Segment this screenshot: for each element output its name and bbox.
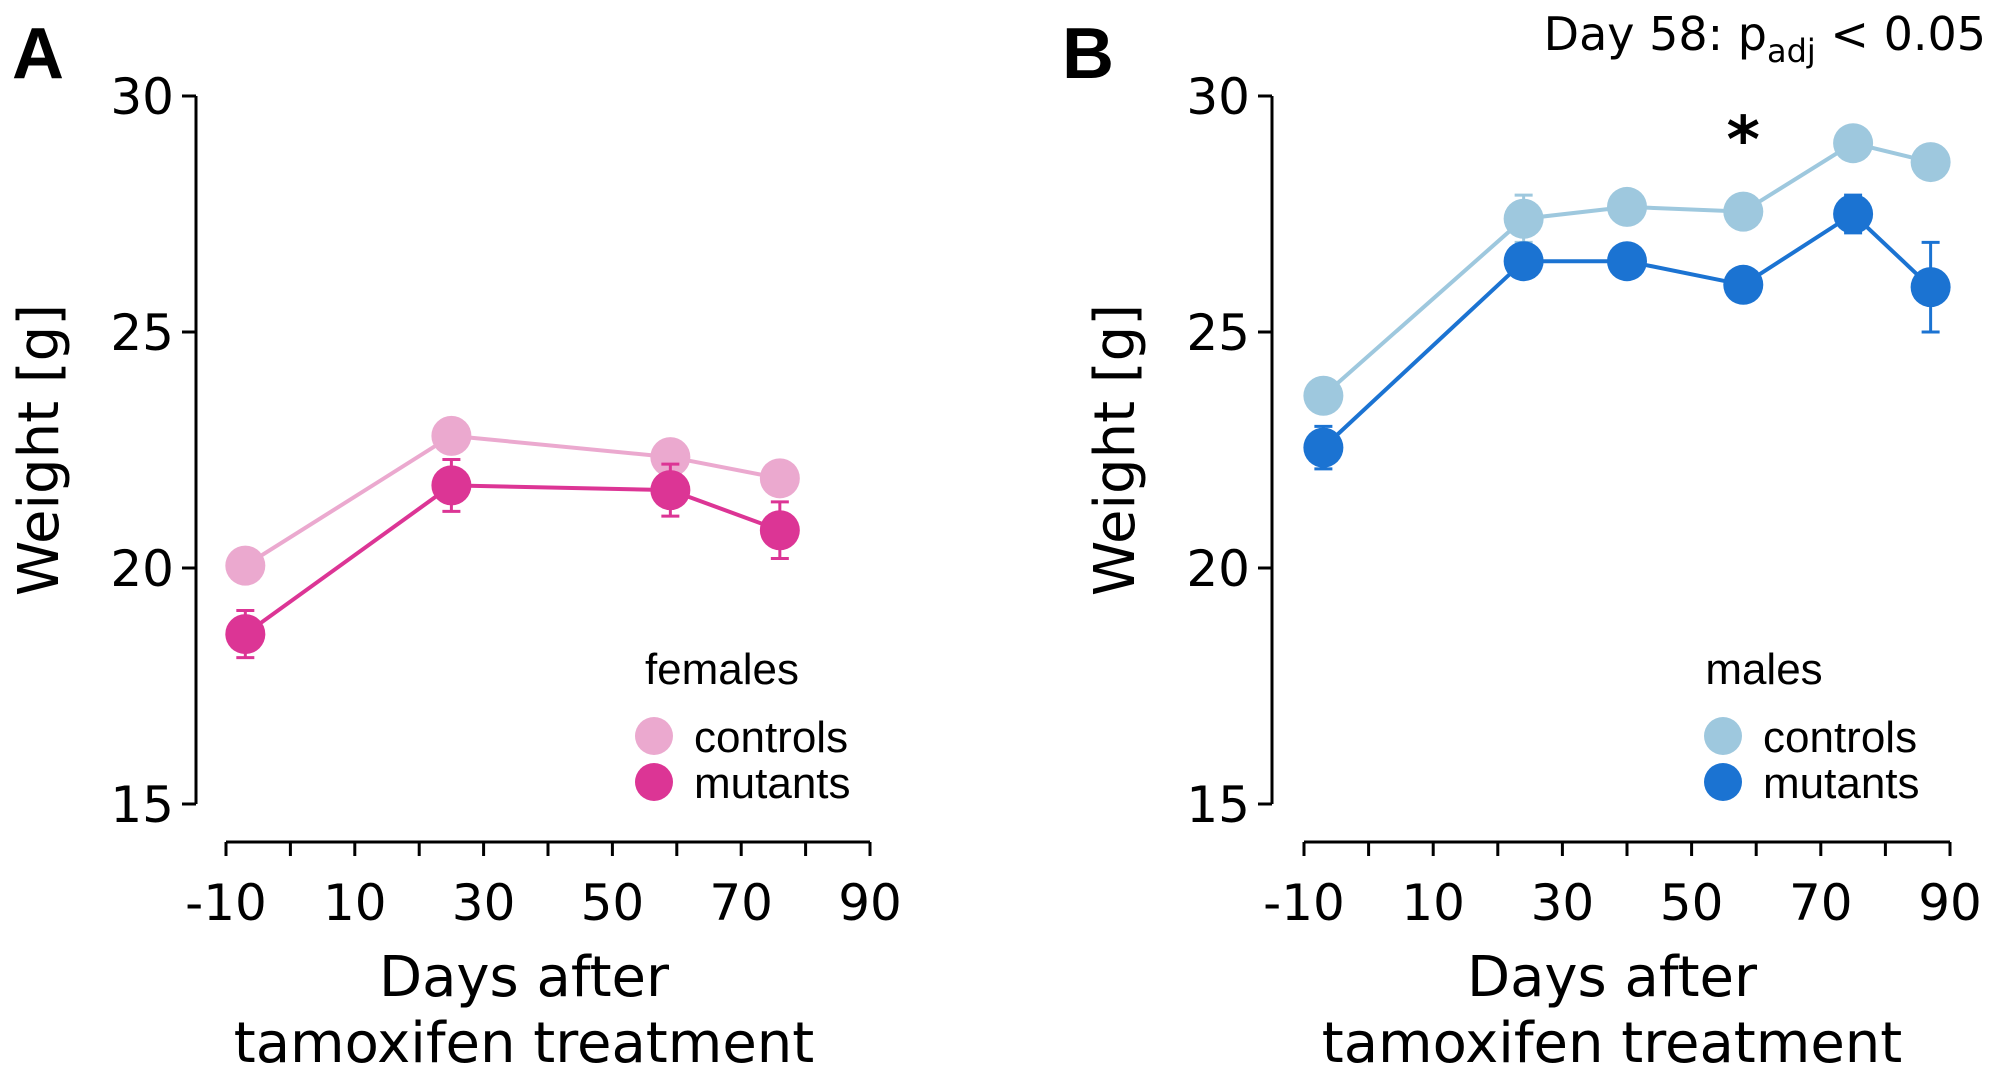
controls-point <box>1303 375 1344 416</box>
controls-point <box>1833 123 1874 164</box>
mutants-point <box>1833 194 1874 234</box>
mutants-line <box>244 483 781 636</box>
controls-point <box>1723 191 1764 232</box>
y-tick-label: 25 <box>1186 304 1250 362</box>
panel-a-y-ticks: 15 20 25 30 <box>110 68 196 834</box>
panel-b: B Day 58: padj < 0.05 15 20 25 30 -10 10 30 50… <box>1062 7 1986 1072</box>
panel-a-legend-marker-controls <box>635 717 673 755</box>
panel-a-legend-marker-mutants <box>635 763 673 801</box>
y-tick-label: 30 <box>1186 68 1250 126</box>
panel-b-legend-marker-mutants <box>1704 763 1742 801</box>
x-tick-label: 70 <box>709 874 773 932</box>
panel-b-legend: males controls mutants <box>1704 645 1920 808</box>
x-tick-label: 90 <box>1918 874 1982 932</box>
mutants-point <box>225 614 266 655</box>
annotation-suffix: < 0.05 <box>1816 7 1986 61</box>
panel-a-legend: females controls mutants <box>635 645 851 808</box>
panel-a-legend-title: females <box>645 645 799 694</box>
controls-point <box>650 437 691 478</box>
panel-b-legend-title: males <box>1705 645 1822 694</box>
x-tick-label: 10 <box>323 874 387 932</box>
panel-a-x-axis-title-line1: Days after <box>379 945 670 1010</box>
panel-b-legend-label-controls: controls <box>1763 713 1917 762</box>
x-tick-label: 70 <box>1789 874 1853 932</box>
x-tick-label: -10 <box>185 874 267 932</box>
controls-point <box>1503 198 1544 239</box>
panel-b-label: B <box>1062 14 1114 94</box>
panel-b-significance-annotation: Day 58: padj < 0.05 <box>1544 7 1986 70</box>
mutants-point <box>650 470 691 511</box>
panel-b-legend-marker-controls <box>1704 717 1742 755</box>
controls-point <box>1910 142 1951 183</box>
significance-star: * <box>1727 104 1760 178</box>
mutants-point <box>759 510 800 551</box>
mutants-point <box>1503 241 1544 282</box>
x-tick-label: 90 <box>838 874 902 932</box>
panel-a-label: A <box>12 14 64 94</box>
panel-a-x-axis-title-line2: tamoxifen treatment <box>234 1011 814 1072</box>
y-tick-label: 20 <box>110 540 174 598</box>
annotation-prefix: Day 58: p <box>1544 7 1767 61</box>
x-tick-label: 50 <box>581 874 645 932</box>
x-tick-label: -10 <box>1263 874 1345 932</box>
panel-a-legend-label-controls: controls <box>694 713 848 762</box>
controls-point <box>1607 186 1647 227</box>
controls-point <box>759 458 800 499</box>
mutants-point <box>1723 264 1764 305</box>
panel-b-y-axis-title: Weight [g] <box>1083 304 1148 596</box>
panel-b-x-axis-title-line2: tamoxifen treatment <box>1322 1011 1902 1072</box>
panel-a-series <box>225 415 800 660</box>
panel-a-y-axis-title: Weight [g] <box>7 304 72 596</box>
panel-a-x-ticks: -10 10 30 50 70 90 <box>185 842 902 932</box>
panel-b-y-ticks: 15 20 25 30 <box>1186 68 1272 834</box>
y-tick-label: 15 <box>110 776 174 834</box>
x-tick-label: 30 <box>1531 874 1595 932</box>
y-tick-label: 25 <box>110 304 174 362</box>
x-tick-label: 50 <box>1660 874 1724 932</box>
controls-line <box>244 433 781 568</box>
y-tick-label: 30 <box>110 68 174 126</box>
panel-a: A 15 20 25 30 -10 10 30 50 70 90 Weight [g] Days… <box>7 14 902 1072</box>
panel-a-legend-label-mutants: mutants <box>694 759 851 808</box>
y-tick-label: 15 <box>1186 776 1250 834</box>
x-tick-label: 30 <box>452 874 516 932</box>
panel-b-legend-label-mutants: mutants <box>1763 759 1920 808</box>
x-tick-label: 10 <box>1401 874 1465 932</box>
controls-point <box>225 545 266 586</box>
panel-b-series <box>1303 123 1951 471</box>
panel-b-x-ticks: -10 10 30 50 70 90 <box>1263 842 1982 932</box>
mutants-point <box>1910 267 1951 308</box>
annotation-subscript: adj <box>1767 32 1816 70</box>
mutants-point <box>1607 241 1647 282</box>
mutants-point <box>431 465 472 506</box>
y-tick-label: 20 <box>1186 540 1250 598</box>
panel-b-x-axis-title-line1: Days after <box>1467 945 1758 1010</box>
controls-point <box>431 415 472 456</box>
mutants-point <box>1303 427 1344 468</box>
